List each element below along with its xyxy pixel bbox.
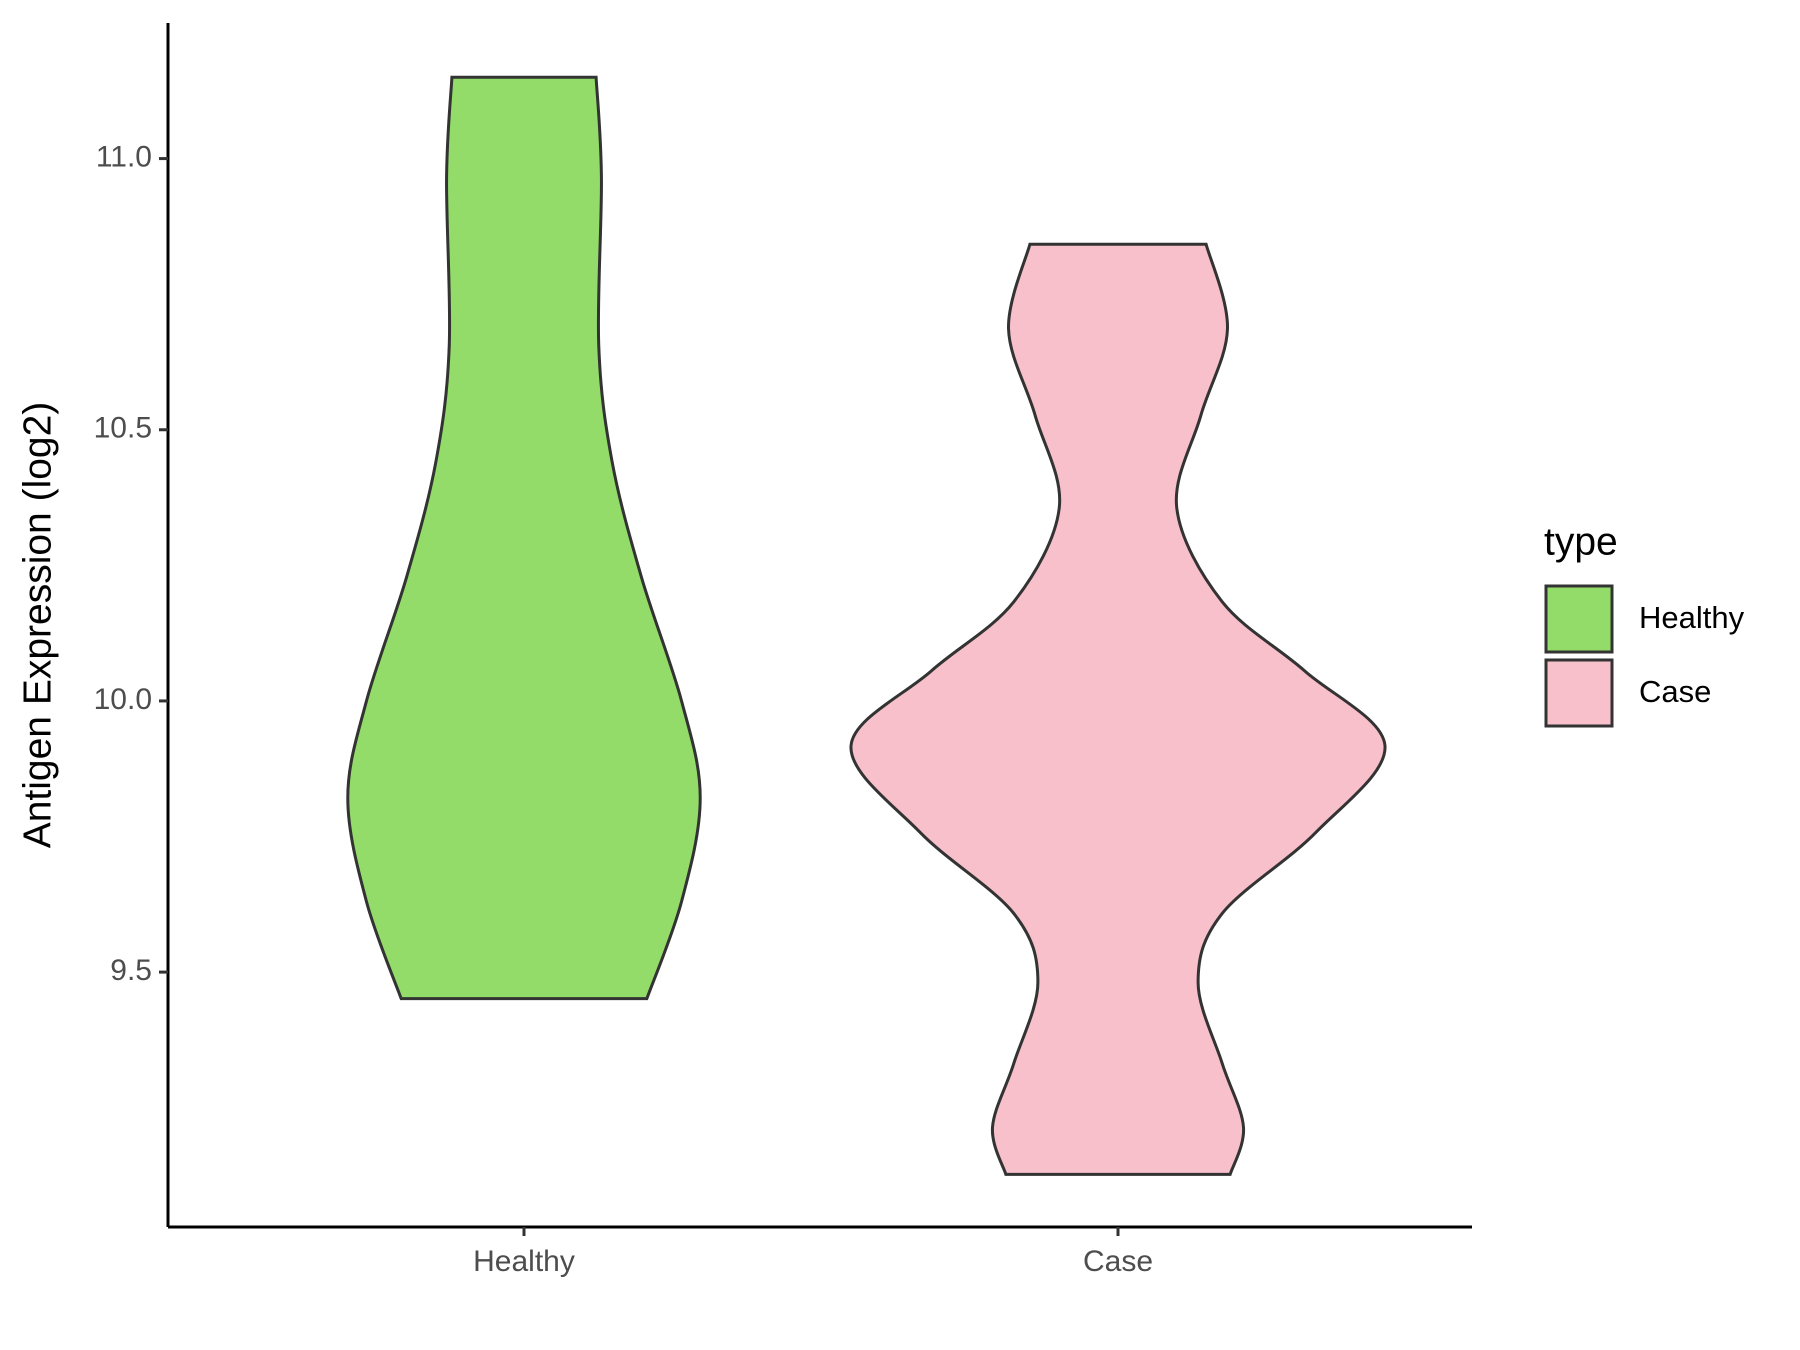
y-axis-title: Antigen Expression (log2) (16, 402, 59, 849)
legend-key (1544, 658, 1614, 728)
legend-title: type (1544, 520, 1618, 563)
y-tick-label: 11.0 (96, 141, 152, 174)
y-tick-label: 9.5 (110, 954, 152, 987)
y-tick-label: 10.0 (94, 683, 152, 716)
legend-key (1544, 584, 1614, 654)
violin (346, 75, 702, 1001)
violin (849, 242, 1387, 1176)
legend-label: Healthy (1639, 600, 1745, 635)
legend-label: Case (1639, 674, 1711, 709)
y-tick-label: 10.5 (94, 412, 152, 445)
x-tick-label: Healthy (473, 1245, 575, 1278)
x-tick-label: Case (1083, 1245, 1153, 1278)
